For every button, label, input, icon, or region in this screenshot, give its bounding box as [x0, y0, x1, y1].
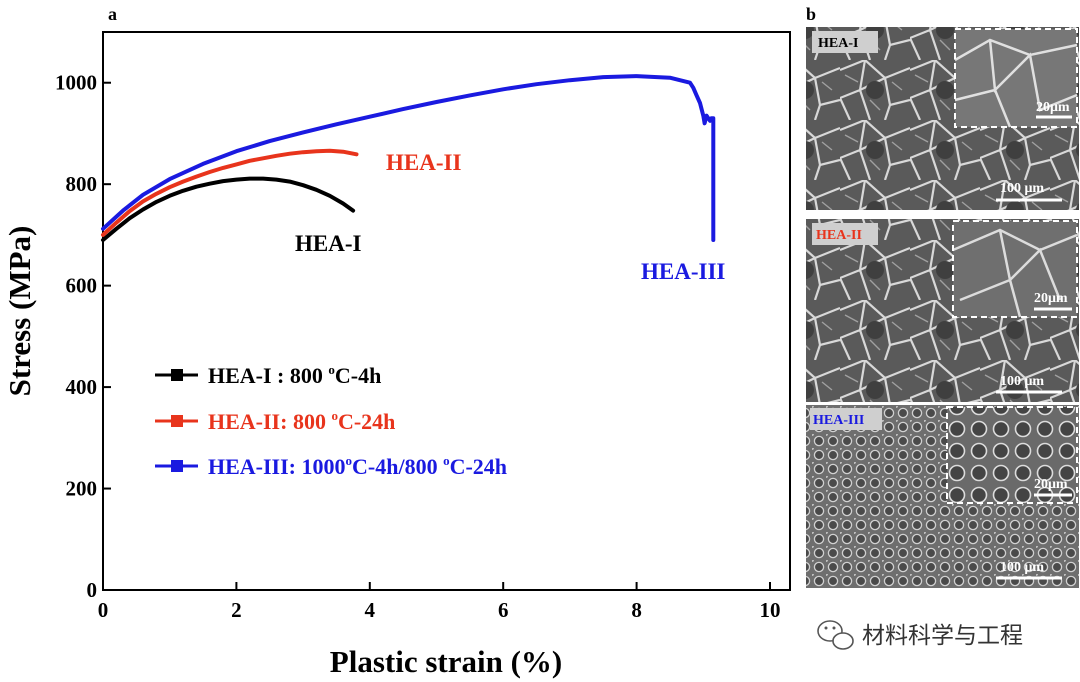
y-tick-label: 400 — [66, 375, 98, 399]
wechat-icon — [817, 620, 854, 650]
series-line-1 — [101, 176, 356, 242]
main-scale-label: 100 μm — [1000, 374, 1044, 389]
micrograph-tag-bg — [810, 408, 882, 430]
x-tick-label: 0 — [98, 598, 109, 622]
inset-grain-boundaries — [952, 228, 1078, 318]
legend-swatch-marker — [171, 369, 183, 381]
x-tick-label: 4 — [365, 598, 376, 622]
micrograph-tag-bg — [812, 31, 878, 53]
curve-label-hea-i: HEA-I — [295, 231, 362, 256]
inset-scale-label: 20μm — [1034, 291, 1068, 306]
series-curves — [101, 74, 716, 242]
micrograph-hea-ii: HEA-II 20μm 100 μm — [806, 219, 1079, 402]
y-tick-label: 800 — [66, 172, 98, 196]
curve-label-hea-iii: HEA-III — [641, 259, 725, 284]
legend-label-hea-ii: HEA-II: 800 oC-24h — [208, 408, 395, 434]
micrograph-tag: HEA-III — [813, 413, 864, 428]
y-tick-label: 1000 — [55, 71, 97, 95]
plot-frame — [102, 31, 791, 591]
inset-frame — [946, 406, 1078, 504]
y-tick-label: 600 — [66, 274, 98, 298]
inset-frame — [952, 220, 1078, 318]
x-tick-label: 2 — [231, 598, 242, 622]
legend-label-hea-iii: HEA-III: 1000oC-4h/800 oC-24h — [208, 453, 507, 479]
inset-image — [955, 29, 1077, 127]
watermark-text: 材料科学与工程 — [862, 623, 1023, 649]
y-tick-label: 200 — [66, 477, 98, 501]
legend-swatch-marker — [171, 415, 183, 427]
legend-item-hea-i: HEA-I : 800 oC-4h — [155, 362, 381, 388]
micrograph-hea-iii: HEA-III 20μm 100 μm — [806, 405, 1079, 588]
panel-a-letter: a — [108, 4, 117, 24]
x-tick-label: 6 — [498, 598, 509, 622]
legend: HEA-I : 800 oC-4h HEA-II: 800 oC-24h HEA… — [155, 362, 507, 479]
x-tick-label: 8 — [631, 598, 642, 622]
x-axis-ticks: 0 2 4 6 8 10 — [98, 582, 780, 622]
micrograph-hea-i: HEA-I 20μm 100 μm — [806, 27, 1079, 210]
legend-item-hea-iii: HEA-III: 1000oC-4h/800 oC-24h — [155, 453, 507, 479]
curve-label-hea-ii: HEA-II — [386, 150, 461, 175]
legend-item-hea-ii: HEA-II: 800 oC-24h — [155, 408, 395, 434]
main-scale-label: 100 μm — [1000, 181, 1044, 196]
series-line-2 — [101, 148, 359, 237]
micrograph-tag: HEA-II — [816, 228, 862, 243]
main-scale-label: 100 μm — [1000, 560, 1044, 575]
y-axis-title: Stress (MPa) — [2, 226, 37, 397]
inset-scale-label: 20μm — [1036, 100, 1070, 115]
series-line-3 — [101, 74, 716, 242]
watermark: 材料科学与工程 — [817, 620, 1023, 650]
micrograph-tag-bg — [812, 223, 878, 245]
legend-label-hea-i: HEA-I : 800 oC-4h — [208, 362, 381, 388]
y-tick-label: 0 — [87, 578, 98, 602]
legend-swatch-marker — [171, 460, 183, 472]
x-axis-title: Plastic strain (%) — [330, 644, 562, 679]
inset-image — [947, 407, 1077, 503]
micrograph-tag: HEA-I — [818, 36, 858, 51]
x-tick-label: 10 — [759, 598, 780, 622]
inset-frame — [954, 28, 1078, 128]
inset-scale-label: 20μm — [1034, 477, 1068, 492]
inset-grain-boundaries — [954, 38, 1078, 128]
y-axis-ticks: 0 200 400 600 800 1000 — [55, 71, 111, 602]
panel-b-letter: b — [806, 4, 816, 24]
